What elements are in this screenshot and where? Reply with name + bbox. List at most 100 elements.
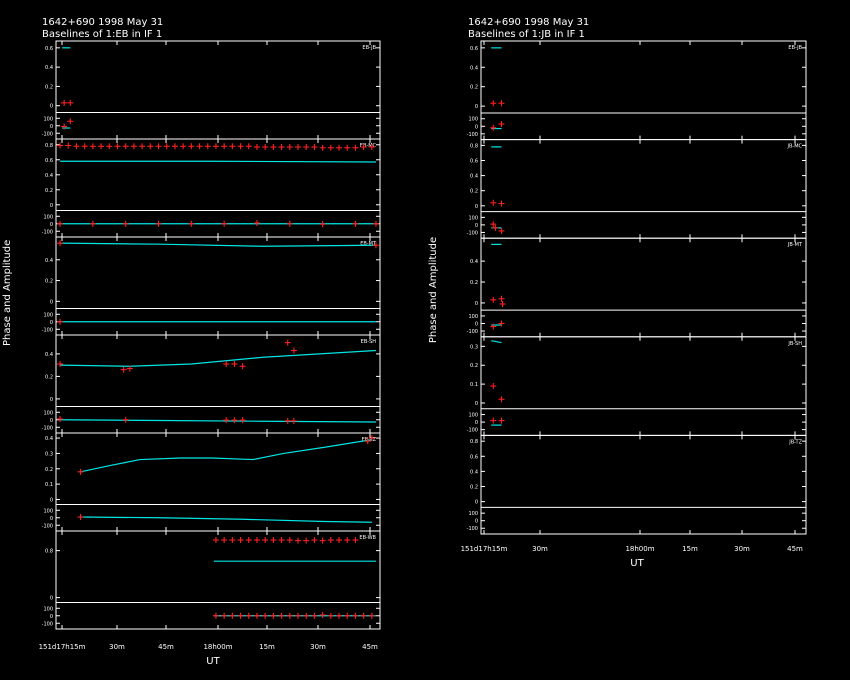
phase-model-line	[60, 419, 376, 423]
amp-model-line	[60, 349, 376, 367]
right-title: 1642+690 1998 May 31	[468, 17, 589, 28]
amp-y-tick-label: 0.2	[470, 189, 478, 195]
x-tick-label: 30m	[532, 545, 548, 553]
left-y-axis-label: Phase and Amplitude	[2, 240, 13, 346]
panel-frame	[480, 237, 807, 338]
x-tick-label: 30m	[734, 545, 750, 553]
amp-y-tick-label: 0.4	[470, 469, 478, 475]
baseline-label: EB-SH	[361, 339, 377, 345]
phase-y-tick-label: 0	[50, 124, 53, 130]
phase-y-tick-label: 100	[468, 215, 478, 221]
amp-y-tick-label: 0.6	[45, 46, 53, 52]
panel-frame	[480, 336, 807, 436]
right-subtitle: Baselines of 1:JB in IF 1	[468, 29, 585, 40]
amp-y-tick-label: 0.2	[470, 280, 478, 286]
amp-y-tick-label: 0.8	[45, 549, 53, 555]
phase-y-tick-label: 0	[475, 223, 478, 229]
baseline-label: JB-MC	[786, 144, 802, 150]
phase-y-tick-label: -100	[42, 523, 53, 529]
amp-y-tick-label: 0	[475, 401, 478, 407]
baseline-label: EB-JB	[362, 45, 376, 51]
phase-y-tick-label: 100	[468, 117, 478, 123]
phase-y-tick-label: 100	[468, 413, 478, 419]
panel-frame	[480, 139, 807, 239]
left-title: 1642+690 1998 May 31	[42, 17, 163, 28]
amp-y-tick-label: 0	[50, 104, 53, 110]
amp-y-tick-label: 0.4	[45, 173, 53, 179]
baseline-label: JB-TZ	[788, 439, 802, 445]
phase-y-tick-label: 0	[50, 320, 53, 326]
amp-y-tick-label: 0	[475, 301, 478, 307]
phase-y-tick-label: 100	[43, 410, 53, 416]
phase-y-tick-label: -100	[42, 131, 53, 137]
phase-y-tick-label: 0	[50, 516, 53, 522]
baseline-label: JB-MT	[787, 242, 803, 248]
amp-y-tick-label: 0.4	[470, 259, 478, 265]
amp-y-tick-label: 0	[475, 104, 478, 110]
amp-y-tick-label: 0.6	[470, 158, 478, 164]
panel-frame	[480, 434, 807, 535]
phase-y-tick-label: 0	[50, 222, 53, 228]
amp-y-tick-label: 0.4	[45, 65, 53, 71]
phase-y-tick-label: 0	[475, 321, 478, 327]
amp-model-line	[491, 340, 502, 344]
baseline-label: EB-MC	[360, 143, 377, 149]
right-y-axis-label: Phase and Amplitude	[428, 237, 439, 343]
amp-y-tick-label: 0.2	[45, 467, 53, 473]
baseline-label: JB-SH	[787, 341, 802, 347]
phase-y-tick-label: 100	[43, 606, 53, 612]
phase-y-tick-label: 100	[43, 508, 53, 514]
amp-y-tick-label: 0	[475, 204, 478, 210]
phase-y-tick-label: 100	[43, 116, 53, 122]
amp-y-tick-label: 0.4	[470, 174, 478, 180]
phase-y-tick-label: 0	[475, 124, 478, 130]
phase-y-tick-label: 0	[475, 519, 478, 525]
phase-y-tick-label: 100	[468, 511, 478, 517]
amp-y-tick-label: 0.3	[45, 451, 53, 457]
amp-y-tick-label: 0	[50, 397, 53, 403]
amp-y-tick-label: 0.2	[470, 484, 478, 490]
panel-frame	[55, 138, 381, 238]
amp-y-tick-label: 0.1	[470, 382, 478, 388]
right-chart: EB-JB0.60.40.201000-100JB-MC0.80.60.40.2…	[461, 40, 807, 553]
x-tick-label: 45m	[158, 643, 174, 651]
amp-y-tick-label: 0	[50, 203, 53, 209]
phase-y-tick-label: 100	[43, 312, 53, 318]
x-tick-label: 45m	[362, 643, 378, 651]
left-subtitle: Baselines of 1:EB in IF 1	[42, 29, 162, 40]
panel-frame	[55, 40, 381, 140]
baseline-label: EB-JB	[788, 45, 802, 51]
amp-y-tick-label: 0.2	[470, 85, 478, 91]
x-tick-label: 151d17h15m	[461, 545, 508, 553]
amp-y-tick-label: 0	[50, 596, 53, 602]
phase-y-tick-label: -100	[42, 229, 53, 235]
phase-y-tick-label: 0	[475, 420, 478, 426]
panel-frame	[55, 432, 381, 532]
amp-y-tick-label: 0.4	[45, 352, 53, 358]
amp-y-tick-label: 0.4	[45, 436, 53, 442]
amp-model-line	[80, 439, 372, 473]
panel-frame	[55, 530, 381, 630]
amp-y-tick-label: 0.2	[45, 279, 53, 285]
amp-y-tick-label: 0.8	[45, 143, 53, 149]
phase-y-tick-label: -100	[467, 329, 478, 335]
phase-y-tick-label: 100	[468, 314, 478, 320]
phase-model-line	[80, 516, 372, 523]
panel-frame	[480, 40, 807, 141]
x-tick-label: 30m	[109, 643, 125, 651]
panel-frame	[55, 236, 381, 336]
amp-y-tick-label: 0	[50, 497, 53, 503]
phase-y-tick-label: -100	[467, 526, 478, 532]
amp-y-tick-label: 0.2	[470, 363, 478, 369]
phase-y-tick-label: 0	[50, 418, 53, 424]
x-tick-label: 15m	[682, 545, 698, 553]
amp-y-tick-label: 0.6	[470, 46, 478, 52]
